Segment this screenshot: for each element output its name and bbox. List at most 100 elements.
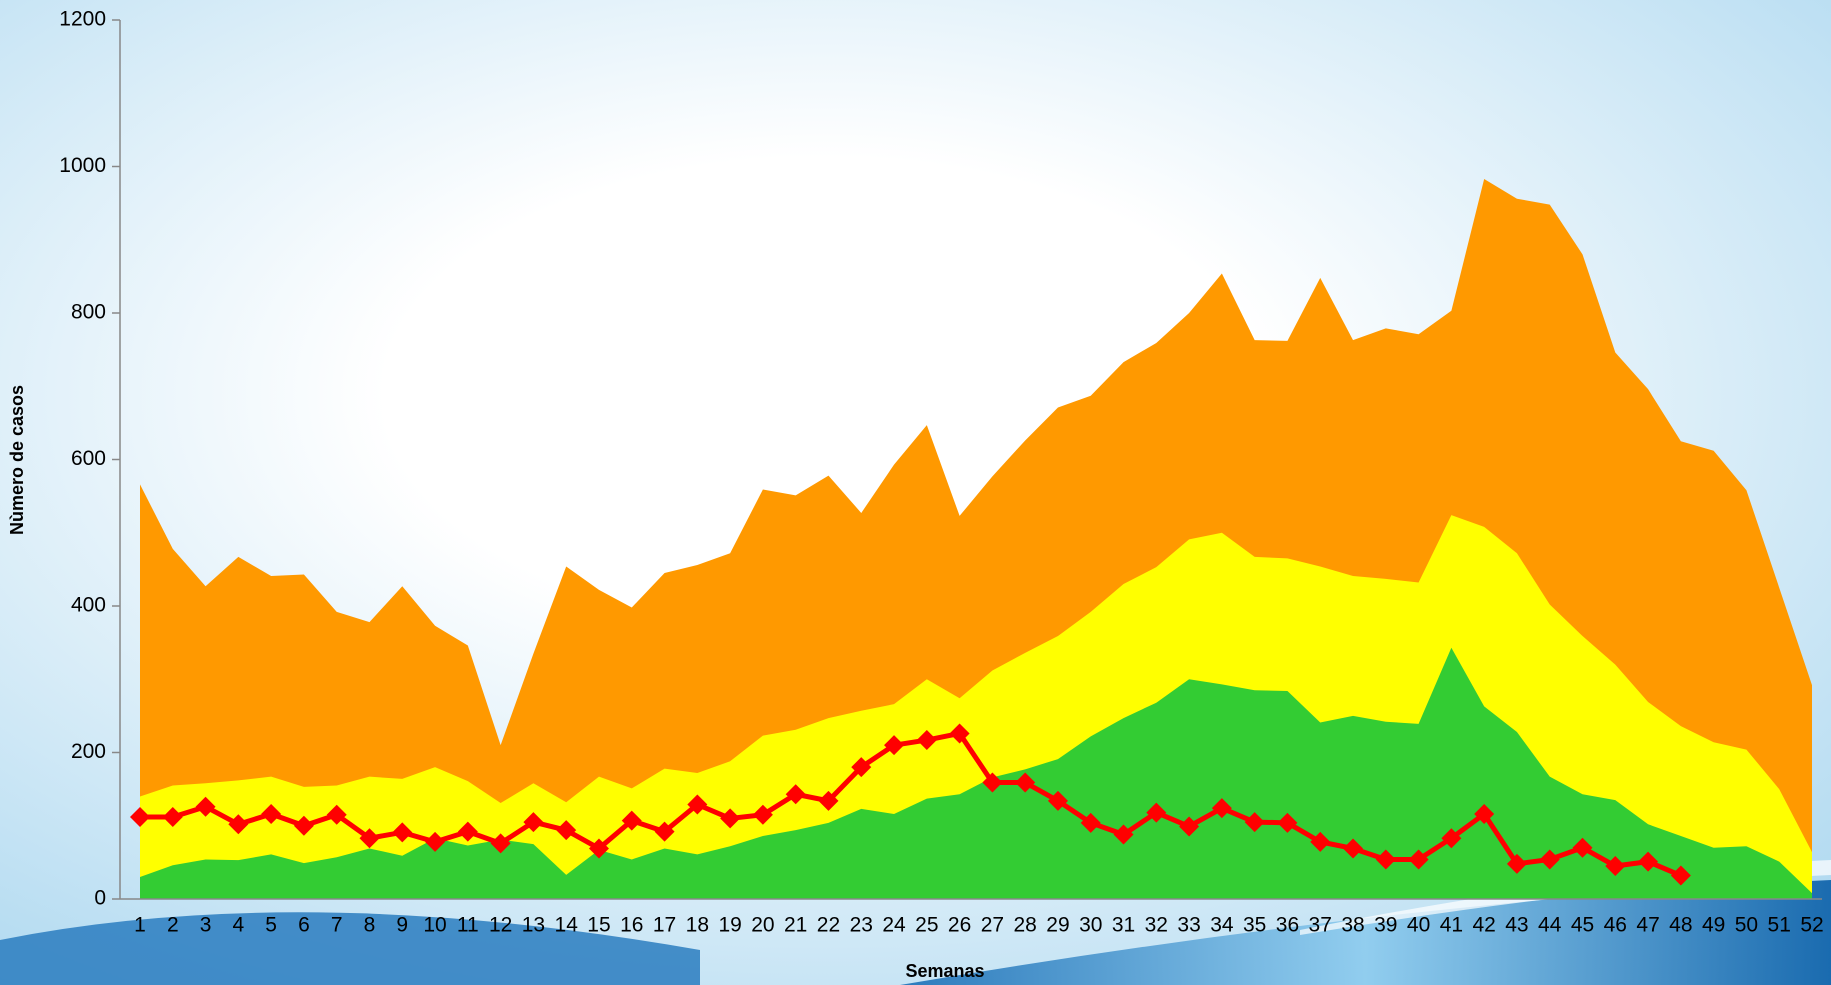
x-tick-label: 49: [1702, 914, 1725, 937]
x-tick-label: 1: [134, 914, 146, 937]
x-tick-label: 22: [817, 914, 840, 937]
marker: [457, 821, 478, 842]
x-axis-title: Semanas: [905, 961, 984, 981]
x-tick-label: 48: [1669, 914, 1692, 937]
marker: [982, 772, 1003, 793]
marker: [621, 810, 642, 831]
x-tick-label: 46: [1604, 914, 1627, 937]
x-tick-label: 16: [620, 914, 643, 937]
marker: [1179, 816, 1200, 837]
x-tick-label: 5: [265, 914, 277, 937]
x-tick-label: 39: [1374, 914, 1397, 937]
marker: [687, 794, 708, 815]
y-tick-label: 200: [71, 740, 106, 763]
marker: [326, 804, 347, 825]
marker: [1080, 812, 1101, 833]
marker: [130, 806, 150, 827]
x-tick-label: 44: [1538, 914, 1562, 937]
marker: [392, 822, 413, 843]
x-tick-label: 31: [1112, 914, 1135, 937]
marker: [293, 815, 314, 836]
x-tick-label: 47: [1636, 914, 1659, 937]
x-tick-label: 45: [1571, 914, 1594, 937]
y-tick-label: 400: [71, 594, 106, 617]
x-tick-label: 21: [784, 914, 807, 937]
x-tick-label: 38: [1341, 914, 1364, 937]
x-tick-label: 2: [167, 914, 179, 937]
swoosh: [900, 880, 1831, 985]
marker: [228, 814, 249, 835]
x-tick-label: 10: [423, 914, 446, 937]
x-tick-label: 27: [981, 914, 1004, 937]
y-tick-label: 0: [94, 887, 106, 910]
marker: [785, 784, 806, 805]
x-tick-label: 7: [331, 914, 343, 937]
marker: [1638, 851, 1659, 872]
x-tick-label: 36: [1276, 914, 1299, 937]
y-tick-label: 1000: [59, 154, 106, 177]
marker: [1670, 865, 1691, 886]
marker: [1408, 849, 1429, 870]
x-tick-label: 14: [555, 914, 579, 937]
x-tick-label: 50: [1735, 914, 1758, 937]
x-tick-label: 25: [915, 914, 938, 937]
marker: [1244, 812, 1265, 833]
marker: [1375, 849, 1396, 870]
marker: [720, 808, 741, 829]
x-tick-label: 17: [653, 914, 676, 937]
marker: [1343, 838, 1364, 859]
x-tick-label: 40: [1407, 914, 1430, 937]
swoosh: [0, 912, 700, 985]
x-tick-label: 37: [1309, 914, 1332, 937]
marker: [261, 804, 282, 825]
marker: [588, 838, 609, 859]
x-tick-label: 51: [1768, 914, 1791, 937]
x-tick-label: 26: [948, 914, 971, 937]
x-tick-label: 19: [718, 914, 741, 937]
x-tick-label: 34: [1210, 914, 1234, 937]
marker: [359, 828, 380, 849]
marker: [162, 806, 183, 827]
marker: [884, 735, 905, 756]
marker: [1146, 802, 1167, 823]
marker: [752, 804, 773, 825]
x-tick-label: 30: [1079, 914, 1102, 937]
marker: [1605, 856, 1626, 877]
x-tick-label: 13: [522, 914, 545, 937]
marker: [1015, 772, 1036, 793]
x-tick-label: 24: [882, 914, 906, 937]
x-tick-label: 8: [364, 914, 376, 937]
x-tick-label: 12: [489, 914, 512, 937]
x-tick-label: 29: [1046, 914, 1069, 937]
marker: [195, 796, 216, 817]
marker: [1539, 849, 1560, 870]
x-tick-label: 32: [1145, 914, 1168, 937]
x-tick-label: 35: [1243, 914, 1266, 937]
x-tick-label: 4: [233, 914, 245, 937]
marker: [1211, 798, 1232, 819]
x-tick-label: 41: [1440, 914, 1463, 937]
area: [140, 647, 1812, 899]
marker: [1047, 790, 1068, 811]
x-tick-label: 52: [1800, 914, 1823, 937]
x-tick-label: 23: [850, 914, 873, 937]
y-tick-label: 600: [71, 447, 106, 470]
x-tick-label: 28: [1013, 914, 1036, 937]
y-axis-title: Nùmero de casos: [7, 385, 27, 535]
x-tick-label: 43: [1505, 914, 1528, 937]
marker: [1113, 824, 1134, 845]
marker: [490, 833, 511, 854]
marker: [556, 820, 577, 841]
marker: [1474, 804, 1495, 825]
marker: [1441, 828, 1462, 849]
marker: [851, 757, 872, 778]
marker: [523, 812, 544, 833]
marker: [1572, 837, 1593, 858]
marker: [949, 723, 970, 744]
x-tick-label: 6: [298, 914, 310, 937]
x-tick-label: 11: [457, 914, 479, 937]
marker: [425, 831, 446, 852]
marker: [916, 730, 937, 751]
